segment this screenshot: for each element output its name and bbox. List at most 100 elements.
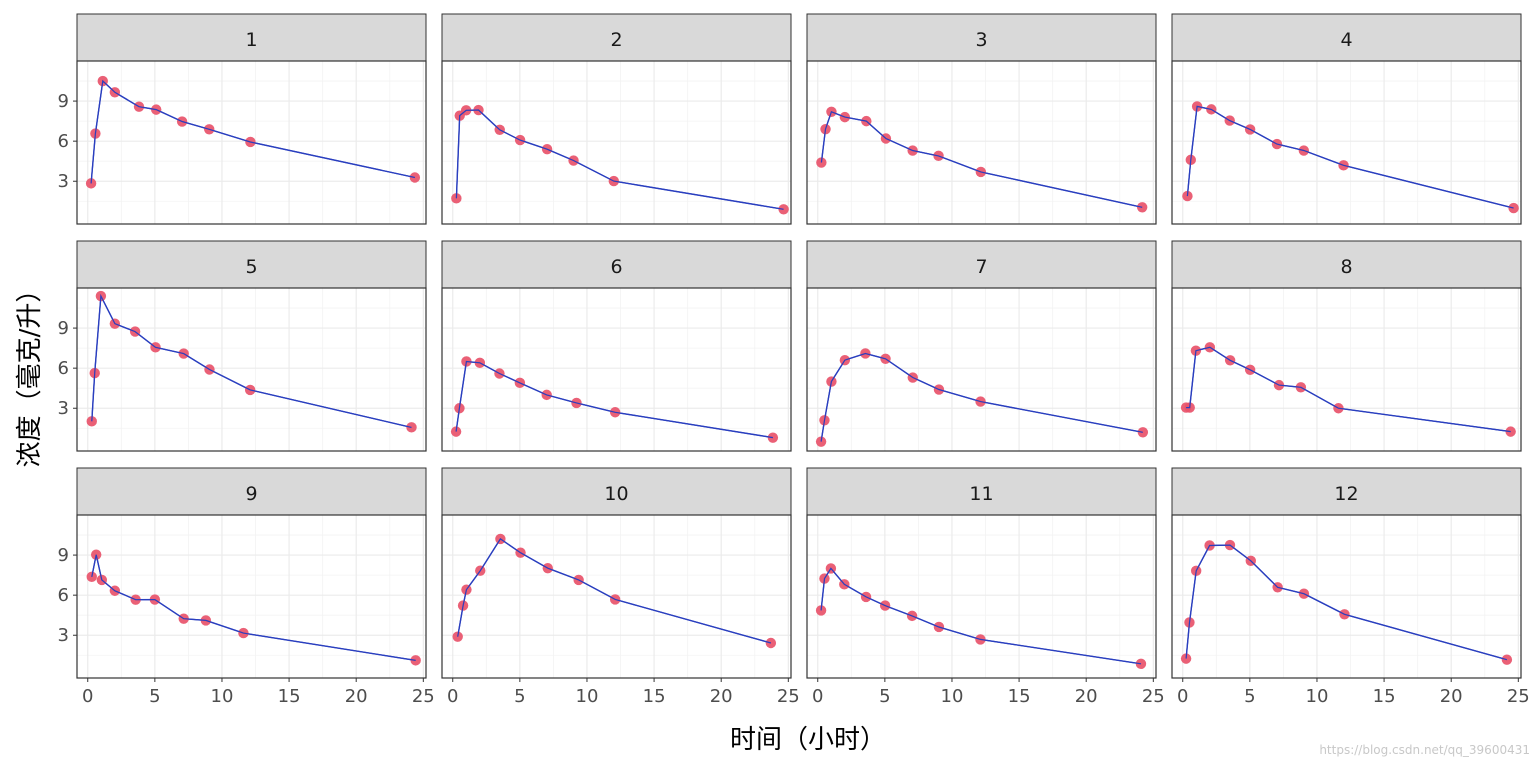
x-tick-label: 20 — [1440, 686, 1463, 707]
facet-strip-label: 8 — [1340, 256, 1352, 278]
y-tick-label: 9 — [58, 91, 69, 112]
y-axis-title: 浓度（毫克/升） — [15, 277, 45, 468]
data-point — [86, 416, 97, 427]
x-tick-label: 20 — [345, 686, 368, 707]
x-tick-label: 15 — [278, 686, 301, 707]
concentration-line-overlay — [455, 360, 773, 439]
x-tick-label: 25 — [1142, 686, 1165, 707]
facet-strip-label: 7 — [975, 256, 987, 278]
x-tick-label: 20 — [710, 686, 733, 707]
facet-panel-6: 6 — [441, 240, 792, 452]
y-tick-label: 6 — [58, 358, 69, 379]
facet-panel-12: 12 0 5 10 15 20 25 — [1171, 467, 1530, 707]
facet-strip-label: 9 — [245, 483, 257, 505]
panel-border — [806, 514, 1157, 679]
facet-strip — [1171, 13, 1522, 62]
data-point — [452, 631, 463, 642]
panel-border — [441, 287, 792, 452]
panel-background — [807, 288, 1156, 451]
panel-background — [807, 515, 1156, 678]
facet-panel-2: 2 — [441, 13, 792, 225]
data-point — [778, 204, 789, 215]
facet-strip — [441, 13, 792, 62]
facet-panels: 1 3 6 9 2 3 4 5 3 6 9 6 7 8 9 3 6 9 0 5 10 15 20 25 10 0 5 10 15 20 25… — [58, 13, 1530, 707]
facet-panel-4: 4 — [1171, 13, 1522, 225]
concentration-line-overlay — [90, 79, 416, 184]
x-tick-label: 10 — [941, 686, 964, 707]
facet-strip-label: 5 — [245, 256, 257, 278]
concentration-line-overlay — [1186, 105, 1514, 209]
concentration-line-overlay — [820, 111, 1143, 208]
data-point — [451, 193, 462, 204]
y-tick-label: 3 — [58, 171, 69, 192]
facet-strip-label: 12 — [1334, 483, 1358, 505]
concentration-line-overlay — [91, 293, 412, 428]
data-point — [1137, 427, 1149, 438]
x-tick-label: 5 — [879, 686, 890, 707]
facet-strip-label: 6 — [610, 256, 622, 278]
panel-background — [1172, 61, 1521, 224]
concentration-line-overlay — [820, 567, 1142, 665]
facet-strip-label: 2 — [610, 29, 622, 51]
panel-background — [442, 61, 791, 224]
panel-background — [77, 288, 426, 451]
x-tick-label: 5 — [1244, 686, 1255, 707]
facet-strip-label: 1 — [245, 29, 257, 51]
panel-border — [441, 60, 792, 225]
x-tick-label: 20 — [1075, 686, 1098, 707]
y-tick-label: 3 — [58, 625, 69, 646]
data-point — [1180, 653, 1192, 664]
x-tick-label: 0 — [82, 686, 93, 707]
panel-background — [442, 288, 791, 451]
concentration-line-overlay — [455, 109, 784, 210]
x-tick-label: 5 — [514, 686, 525, 707]
data-point — [815, 436, 827, 447]
data-point — [450, 426, 462, 437]
x-tick-label: 15 — [1373, 686, 1396, 707]
x-tick-label: 0 — [1177, 686, 1188, 707]
concentration-line-overlay — [91, 554, 416, 661]
data-point — [1508, 202, 1519, 214]
concentration-line-overlay — [1186, 346, 1511, 433]
x-tick-label: 10 — [211, 686, 234, 707]
panel-background — [1172, 515, 1521, 678]
panel-background — [1172, 288, 1521, 451]
facet-strip-label: 11 — [969, 483, 993, 505]
facet-strip — [441, 240, 792, 289]
facet-panel-3: 3 — [806, 13, 1157, 225]
y-tick-label: 6 — [58, 585, 69, 606]
facet-panel-11: 11 0 5 10 15 20 25 — [806, 467, 1165, 707]
panel-border — [806, 60, 1157, 225]
panel-border — [1171, 514, 1522, 679]
x-tick-label: 25 — [777, 686, 800, 707]
facet-panel-10: 10 0 5 10 15 20 25 — [441, 467, 800, 707]
y-tick-label: 3 — [58, 398, 69, 419]
x-axis-title: 时间（小时） — [730, 725, 886, 755]
y-tick-label: 6 — [58, 131, 69, 152]
x-tick-label: 5 — [149, 686, 160, 707]
panel-border — [1171, 60, 1522, 225]
panel-border — [76, 287, 427, 452]
facet-strip-label: 3 — [975, 29, 987, 51]
panel-background — [807, 61, 1156, 224]
x-tick-label: 25 — [1507, 686, 1530, 707]
data-point — [1501, 654, 1513, 665]
x-tick-label: 10 — [576, 686, 599, 707]
x-tick-label: 15 — [643, 686, 666, 707]
data-point — [816, 157, 827, 168]
x-tick-label: 0 — [812, 686, 823, 707]
facet-strip-label: 4 — [1340, 29, 1352, 51]
concentration-line-overlay — [820, 352, 1143, 442]
facet-panel-7: 7 — [806, 240, 1157, 452]
x-tick-label: 10 — [1306, 686, 1329, 707]
facet-panel-5: 5 3 6 9 — [58, 240, 427, 452]
x-tick-label: 0 — [447, 686, 458, 707]
y-tick-label: 9 — [58, 545, 69, 566]
y-tick-label: 9 — [58, 318, 69, 339]
concentration-line-overlay — [457, 538, 772, 644]
facet-strip — [76, 240, 427, 289]
facet-strip — [76, 467, 427, 516]
x-tick-label: 25 — [412, 686, 435, 707]
facet-strip — [1171, 240, 1522, 289]
